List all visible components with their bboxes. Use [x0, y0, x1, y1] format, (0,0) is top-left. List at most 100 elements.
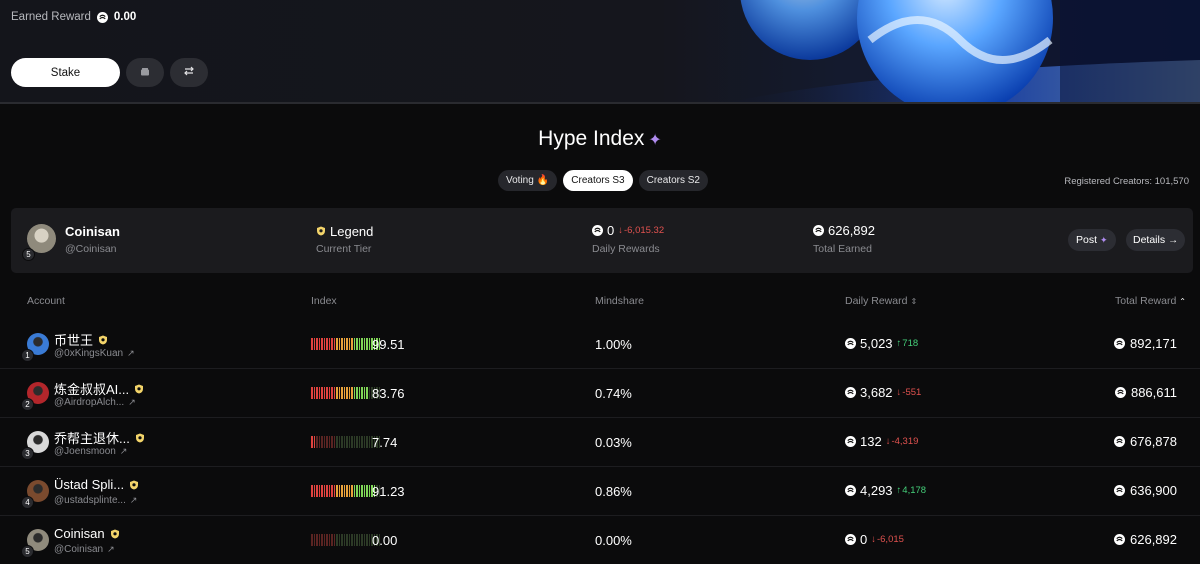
table-row[interactable]: 3 乔帮主退休... @Joensmoon ↗ 7.74 0.03% 132 ↓ -4,319 6… [0, 418, 1200, 467]
index-bar-segment [378, 485, 380, 497]
index-bar-segment [328, 485, 330, 497]
index-value: 7.74 [372, 435, 398, 450]
daily-reward: 5,023 ↑ 718 [845, 336, 918, 351]
header-index: Index [311, 295, 337, 307]
index-bar-segment [376, 436, 378, 448]
verified-badge-icon [135, 433, 145, 443]
external-link-icon: ↗ [119, 446, 128, 456]
account-handle[interactable]: @Joensmoon ↗ [54, 446, 127, 457]
rank-badge: 4 [21, 496, 34, 509]
header-total-reward[interactable]: Total Reward ⌃ [1115, 295, 1186, 307]
total-reward-value: 636,900 [1130, 483, 1177, 498]
table-row[interactable]: 5 Coinisan @Coinisan ↗ 0.00 0.00% 0 ↓ -6,015 626,… [0, 516, 1200, 564]
tab-voting[interactable]: Voting 🔥 [498, 170, 558, 191]
account-name[interactable]: Coinisan [54, 526, 120, 541]
index-meter [311, 436, 380, 448]
stake-token-icon [813, 225, 824, 236]
index-bar-segment [361, 338, 363, 350]
swap-arrows-icon [183, 65, 195, 80]
verified-badge-icon [129, 480, 139, 490]
index-bar-segment [351, 534, 353, 546]
daily-rewards-label: Daily Rewards [592, 243, 660, 255]
index-bar-segment [346, 485, 348, 497]
daily-reward-change: 718 [902, 338, 919, 349]
table-row[interactable]: 1 币世王 @0xKingsKuan ↗ 99.51 1.00% 5,023 ↑ 718 892,… [0, 320, 1200, 369]
index-bar-segment [371, 534, 373, 546]
index-bar-segment [338, 485, 340, 497]
rank-badge: 1 [21, 349, 34, 362]
earned-reward-label: Earned Reward [11, 11, 91, 23]
index-bar-segment [356, 338, 358, 350]
sparkle-icon: ✦ [648, 132, 662, 149]
index-bar-segment [363, 534, 365, 546]
account-handle[interactable]: @0xKingsKuan ↗ [54, 348, 135, 359]
index-bar-segment [321, 436, 323, 448]
index-bar-segment [336, 485, 338, 497]
rank-badge: 2 [21, 398, 34, 411]
total-reward: 676,878 [1114, 434, 1177, 449]
total-reward-value: 892,171 [1130, 336, 1177, 351]
index-bar-segment [368, 485, 370, 497]
account-handle[interactable]: @ustadsplinte... ↗ [54, 495, 137, 506]
account-name[interactable]: 乔帮主退休... [54, 428, 145, 447]
arrow-down-icon: ↓ [885, 436, 891, 447]
index-bar-segment [371, 485, 373, 497]
current-tier: Legend [316, 224, 373, 239]
tab-creators-s3-label: Creators S3 [571, 175, 625, 186]
arrow-down-icon: ↓ [896, 387, 902, 398]
index-bar-segment [313, 534, 315, 546]
swap-button[interactable] [170, 58, 208, 87]
index-bar-segment [323, 436, 325, 448]
index-bar-segment [341, 338, 343, 350]
external-link-icon: ↗ [129, 495, 138, 505]
index-bar-segment [326, 485, 328, 497]
index-bar-segment [323, 387, 325, 399]
index-bar-segment [336, 436, 338, 448]
account-handle[interactable]: @Coinisan ↗ [54, 544, 115, 555]
stake-token-icon [845, 534, 856, 545]
stake-token-icon [1114, 338, 1125, 349]
arrow-down-icon: ↓ [618, 225, 623, 236]
tab-creators-s2[interactable]: Creators S2 [638, 170, 708, 191]
tab-creators-s3[interactable]: Creators S3 [563, 170, 633, 191]
table-row[interactable]: 4 Üstad Spli... @ustadsplinte... ↗ 91.23 0.86… [0, 467, 1200, 516]
account-name[interactable]: 炼金叔叔AI... [54, 379, 144, 398]
index-bar-segment [351, 338, 353, 350]
index-bar-segment [318, 436, 320, 448]
total-reward-value: 626,892 [1130, 532, 1177, 547]
index-bar-segment [311, 338, 313, 350]
summary-name[interactable]: Coinisan [65, 224, 120, 239]
stake-token-icon [1114, 387, 1126, 398]
header-daily-reward[interactable]: Daily Reward ⇕ [845, 295, 917, 307]
index-bar-segment [348, 436, 350, 448]
index-bar-segment [316, 534, 318, 546]
index-bar-segment [363, 387, 365, 399]
daily-reward-change: -6,015 [876, 534, 904, 545]
account-name[interactable]: 币世王 [54, 330, 108, 349]
account-name[interactable]: Üstad Spli... [54, 477, 139, 492]
index-bar-segment [356, 436, 358, 448]
details-button[interactable]: Details → [1126, 229, 1186, 251]
wallet-button[interactable] [126, 58, 164, 87]
account-handle[interactable]: @AirdropAlch... ↗ [54, 397, 136, 408]
daily-reward-value: 132 [860, 434, 882, 449]
index-bar-segment [328, 534, 330, 546]
account-handle-text: @Coinisan [54, 544, 104, 555]
rank-badge: 5 [22, 248, 35, 261]
avatar [27, 529, 49, 551]
index-bar-segment [358, 387, 360, 399]
total-reward: 886,611 [1114, 385, 1177, 400]
stake-token-icon [845, 387, 856, 398]
hero-divider [0, 102, 1200, 104]
mindshare-value: 0.00% [595, 533, 632, 548]
index-bar-segment [351, 387, 353, 399]
post-button[interactable]: Post ✦ [1068, 229, 1116, 251]
table-row[interactable]: 2 炼金叔叔AI... @AirdropAlch... ↗ 83.76 0.74% 3,68… [0, 369, 1200, 418]
mindshare-value: 1.00% [595, 337, 632, 352]
stake-button[interactable]: Stake [11, 58, 120, 87]
index-value: 91.23 [372, 484, 405, 499]
shield-badge-icon [316, 224, 326, 239]
summary-handle[interactable]: @Coinisan [65, 243, 117, 255]
index-bar-segment [363, 485, 365, 497]
action-buttons: Stake [11, 58, 208, 87]
